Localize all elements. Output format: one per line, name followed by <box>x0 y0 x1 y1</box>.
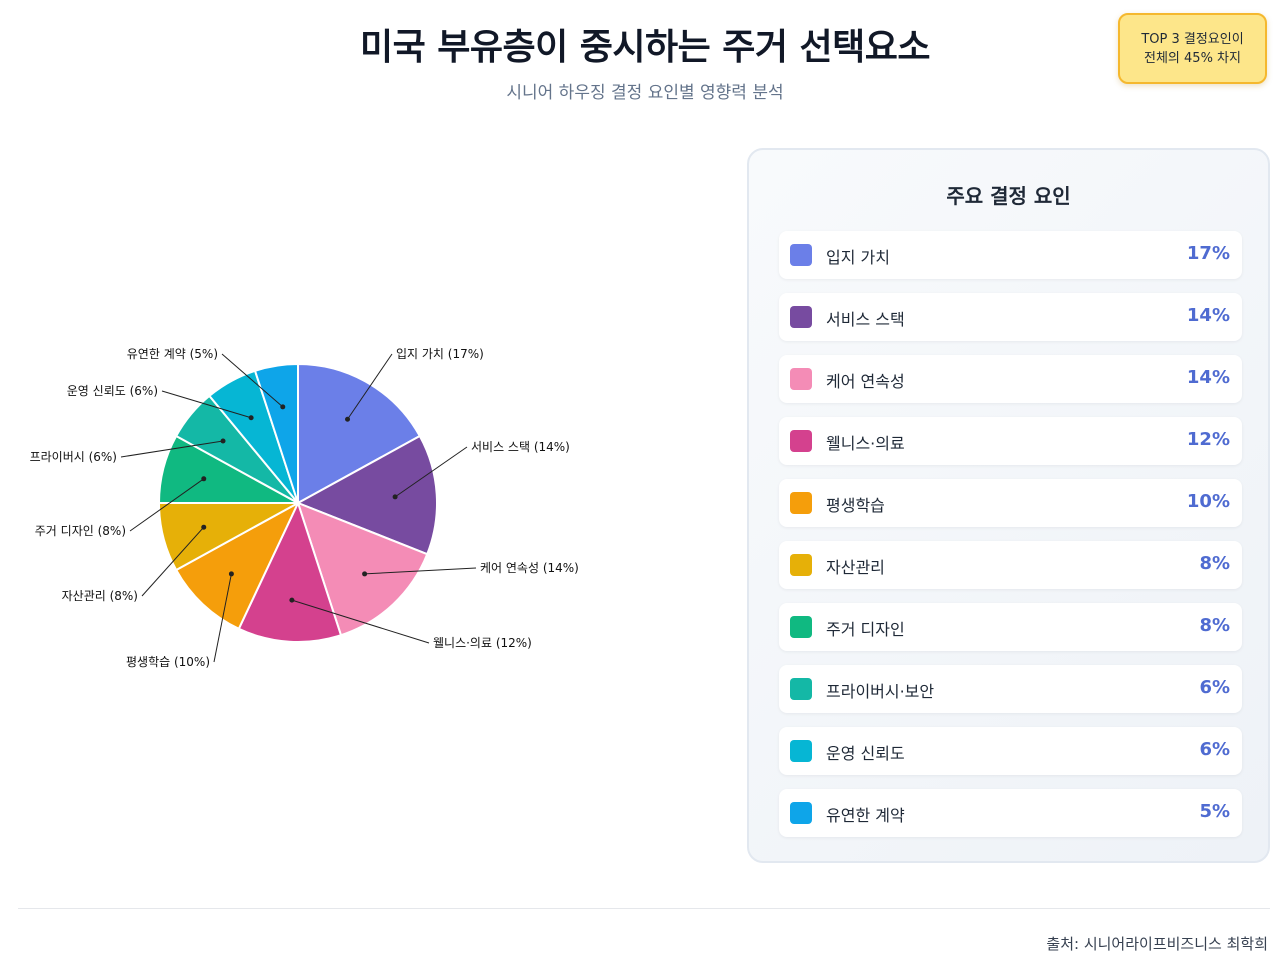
factor-item-operational-trust: 운영 신뢰도 6% <box>779 727 1242 775</box>
leader-line-flexible-contract <box>221 353 284 408</box>
factor-label: 주거 디자인 <box>826 620 905 639</box>
slice-label-service-stack: 서비스 스택 (14%) <box>471 440 570 454</box>
slice-label-lifelong-learning: 평생학습 (10%) <box>126 655 210 669</box>
factor-label: 자산관리 <box>826 558 885 577</box>
factor-list: 입지 가치 17% 서비스 스택 14% 케어 연속성 14% 웰니스·의료 1… <box>779 231 1242 851</box>
factor-label: 운영 신뢰도 <box>826 744 905 763</box>
factor-item-housing-design: 주거 디자인 8% <box>779 603 1242 651</box>
slice-label-privacy: 프라이버시 (6%) <box>30 450 117 464</box>
pie-slice-location <box>297 362 422 505</box>
factor-label: 평생학습 <box>826 496 885 515</box>
factor-value: 8% <box>1199 553 1230 574</box>
leader-dot-service-stack <box>392 494 398 500</box>
leader-dot-wellness-medical <box>289 597 295 603</box>
color-swatch <box>790 368 812 390</box>
color-swatch <box>790 430 812 452</box>
leader-dot-care-continuity <box>362 571 368 577</box>
source-credit: 출처: 시니어라이프비즈니스 최학희 <box>1046 935 1268 953</box>
slice-label-operational-trust: 운영 신뢰도 (6%) <box>67 384 158 398</box>
leader-line-asset-management <box>141 526 205 597</box>
badge-line-1: TOP 3 결정요인이 <box>1141 31 1244 47</box>
leader-dot-location <box>345 416 351 422</box>
factor-item-flexible-contract: 유연한 계약 5% <box>779 789 1242 837</box>
color-swatch <box>790 244 812 266</box>
pie-chart: 입지 가치 (17%) 서비스 스택 (14%) 케어 연속성 (14%) 웰니스·의… <box>30 346 579 669</box>
factor-value: 10% <box>1186 491 1230 512</box>
page-subtitle: 시니어 하우징 결정 요인별 영향력 분석 <box>506 83 784 103</box>
factor-item-privacy-security: 프라이버시·보안 6% <box>779 665 1242 713</box>
leader-line-lifelong-learning <box>213 573 232 663</box>
factor-label: 케어 연속성 <box>826 372 905 391</box>
footer-divider <box>18 908 1270 909</box>
leader-dot-flexible-contract <box>280 404 286 410</box>
color-swatch <box>790 492 812 514</box>
page-title: 미국 부유층이 중시하는 주거 선택요소 <box>359 27 931 68</box>
panel-title: 주요 결정 요인 <box>946 184 1071 208</box>
factor-value: 12% <box>1186 429 1230 450</box>
factor-value: 6% <box>1199 677 1230 698</box>
leader-line-wellness-medical <box>291 599 430 644</box>
factor-label: 입지 가치 <box>826 248 890 267</box>
slice-label-wellness-medical: 웰니스·의료 (12%) <box>433 636 532 650</box>
factor-label: 프라이버시·보안 <box>826 682 935 701</box>
slice-label-care-continuity: 케어 연속성 (14%) <box>480 561 579 575</box>
factor-label: 웰니스·의료 <box>826 434 905 453</box>
slice-label-housing-design: 주거 디자인 (8%) <box>35 524 126 538</box>
slice-label-location: 입지 가치 (17%) <box>396 347 484 361</box>
leader-dot-asset-management <box>201 524 207 530</box>
color-swatch <box>790 554 812 576</box>
color-swatch <box>790 678 812 700</box>
pie-chart-area: 입지 가치 (17%) 서비스 스택 (14%) 케어 연속성 (14%) 웰니스·의… <box>0 130 720 890</box>
top3-badge: TOP 3 결정요인이 전체의 45% 차지 <box>1118 13 1267 84</box>
factor-value: 14% <box>1186 367 1230 388</box>
color-swatch <box>790 802 812 824</box>
pie-slice-service-stack <box>295 434 438 556</box>
pie-slice-lifelong-learning <box>174 500 301 631</box>
color-swatch <box>790 740 812 762</box>
leader-dot-operational-trust <box>248 415 254 421</box>
leader-line-service-stack <box>394 446 468 498</box>
factor-label: 서비스 스택 <box>826 310 905 329</box>
color-swatch <box>790 616 812 638</box>
leader-line-location <box>347 353 393 420</box>
leader-line-operational-trust <box>161 390 252 419</box>
factor-value: 14% <box>1186 305 1230 326</box>
leader-dot-housing-design <box>201 476 207 482</box>
factor-value: 8% <box>1199 615 1230 636</box>
leader-line-care-continuity <box>364 567 477 575</box>
factor-panel: 주요 결정 요인 입지 가치 17% 서비스 스택 14% 케어 연속성 14%… <box>747 148 1270 863</box>
factor-item-service-stack: 서비스 스택 14% <box>779 293 1242 341</box>
factor-item-wellness-medical: 웰니스·의료 12% <box>779 417 1242 465</box>
factor-value: 6% <box>1199 739 1230 760</box>
slice-label-asset-management: 자산관리 (8%) <box>62 589 138 603</box>
factor-value: 5% <box>1199 801 1230 822</box>
leader-line-housing-design <box>129 478 205 532</box>
factor-item-location: 입지 가치 17% <box>779 231 1242 279</box>
factor-value: 17% <box>1186 243 1230 264</box>
pie-slice-flexible-contract <box>253 362 299 504</box>
leader-dot-privacy <box>220 438 226 444</box>
factor-item-lifelong-learning: 평생학습 10% <box>779 479 1242 527</box>
leader-line-privacy <box>120 440 224 458</box>
color-swatch <box>790 306 812 328</box>
factor-item-care-continuity: 케어 연속성 14% <box>779 355 1242 403</box>
slice-label-flexible-contract: 유연한 계약 (5%) <box>127 346 218 361</box>
factor-label: 유연한 계약 <box>826 806 905 825</box>
factor-item-asset-management: 자산관리 8% <box>779 541 1242 589</box>
badge-line-2: 전체의 45% 차지 <box>1144 50 1241 66</box>
leader-dot-lifelong-learning <box>228 571 234 577</box>
